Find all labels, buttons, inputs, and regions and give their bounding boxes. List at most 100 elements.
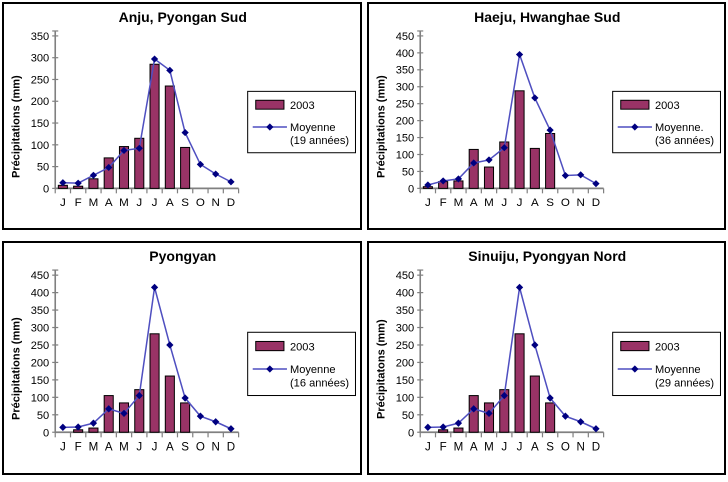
diamond-marker [576, 418, 584, 426]
y-tick-label: 0 [408, 427, 414, 439]
bar-2003 [134, 137, 145, 189]
legend-line-label: (16 années) [290, 377, 349, 389]
y-tick-label: 300 [31, 53, 49, 65]
bar-2003 [544, 402, 555, 433]
y-tick-label: 250 [395, 99, 413, 111]
bar-2003 [529, 375, 540, 433]
bar-2003 [514, 333, 525, 433]
y-tick-label: 100 [395, 392, 413, 404]
y-tick-label: 200 [31, 357, 49, 369]
bar-2003 [483, 402, 494, 433]
x-category-label: D [227, 197, 235, 209]
x-category-label: N [211, 441, 219, 454]
y-axis-label: Précipitations (mm) [10, 317, 23, 421]
moyenne-line [62, 287, 232, 430]
y-tick-label: 150 [395, 375, 413, 387]
diamond-marker [212, 170, 220, 178]
y-tick-label: 450 [395, 31, 413, 43]
y-tick-label: 400 [395, 48, 413, 60]
y-tick-label: 300 [395, 323, 413, 335]
bar-2003 [164, 85, 175, 189]
chart-body: Précipitations (mm) 0 50 100 150 200 250 300 35… [8, 267, 358, 471]
chart-title: Anju, Pyongan Sud [118, 9, 247, 25]
diamond-marker [89, 419, 98, 427]
diamond-marker [212, 418, 220, 426]
y-tick-label: 200 [395, 357, 413, 369]
bar-2003 [483, 166, 494, 189]
y-tick-label: 300 [395, 82, 413, 94]
x-category-label: A [530, 197, 538, 209]
x-category-label: J [516, 441, 522, 454]
x-category-label: M [89, 197, 99, 209]
chart-body: Précipitations (mm) 0 50 100 150 200 250 300 35… [8, 28, 358, 226]
x-category-label: F [439, 441, 446, 454]
x-category-label: J [136, 197, 142, 209]
legend-bar-label: 2003 [290, 100, 315, 112]
moyenne-line [62, 57, 232, 184]
diamond-marker [74, 179, 82, 187]
y-tick-label: 450 [395, 270, 413, 282]
y-tick-label: 300 [31, 323, 49, 335]
bar-2003 [180, 146, 191, 189]
y-tick-label: 50 [37, 410, 49, 422]
x-category-label: A [166, 441, 174, 454]
bar-2003 [149, 63, 160, 189]
x-category-label: F [75, 441, 82, 454]
diamond-marker [181, 394, 189, 402]
chart-panel-pyongyan: Pyongyan Précipitations (mm) 0 50 100 150 20… [2, 241, 362, 475]
x-category-label: D [591, 441, 599, 454]
diamond-marker [227, 178, 235, 186]
y-tick-label: 400 [395, 288, 413, 300]
chart-body: Précipitatons (mm) 0 50 100 150 200 250 300 350… [373, 267, 723, 471]
legend-line-label: Moyenne [654, 364, 700, 376]
diamond-marker [515, 50, 523, 59]
diamond-marker [59, 423, 67, 432]
chart-panel-haeju: Haeju, Hwanghae Sud Précipitations (mm) … [366, 2, 726, 230]
y-tick-label: 350 [395, 65, 413, 77]
x-category-label: J [516, 197, 522, 209]
bar-2003 [103, 157, 114, 189]
diamond-marker [120, 409, 128, 418]
legend-bar-label: 2003 [654, 100, 679, 112]
x-category-label: D [591, 197, 599, 209]
diamond-marker [500, 144, 508, 152]
legend-line-label: Moyenne [290, 122, 336, 134]
x-category-label: J [424, 441, 430, 454]
diamond-marker [227, 425, 235, 433]
chart-canvas: 0 50 100 150 200 250 300 350 J F M A M J J A S O N D 2003 Moy… [25, 28, 358, 226]
diamond-marker [181, 129, 189, 137]
x-category-label: M [119, 441, 129, 454]
chart-title: Pyongyan [149, 248, 217, 264]
legend-line-label: Moyenne [290, 364, 336, 376]
x-category-label: M [119, 197, 129, 209]
chart-panel-sinuiju: Sinuiju, Pyongyan Nord Précipitatons (mm… [366, 241, 726, 475]
x-category-label: J [424, 197, 430, 209]
legend-diamond-marker [630, 123, 638, 131]
diamond-marker [530, 341, 538, 349]
diamond-marker [530, 94, 538, 102]
x-category-label: S [546, 197, 554, 209]
x-category-label: J [152, 441, 158, 454]
bar-2003 [514, 90, 525, 189]
diamond-marker [89, 171, 98, 179]
x-category-label: S [181, 441, 189, 454]
chart-canvas: 0 50 100 150 200 250 300 350 400 450 J F M A M J J A S O N D 2… [25, 267, 358, 471]
y-tick-label: 50 [401, 166, 413, 178]
legend-diamond-marker [266, 365, 274, 373]
bar-2003 [468, 148, 479, 189]
bar-2003 [468, 395, 479, 433]
moyenne-line [427, 287, 596, 430]
x-category-label: A [105, 197, 113, 209]
x-category-label: O [560, 441, 569, 454]
x-category-label: S [181, 197, 189, 209]
x-category-label: M [484, 441, 494, 454]
bar-2003 [452, 427, 463, 433]
x-category-label: D [227, 441, 235, 454]
x-category-label: A [166, 197, 174, 209]
legend-bar-swatch [619, 99, 649, 110]
diamond-marker [454, 175, 462, 183]
legend-diamond-marker [266, 123, 274, 131]
